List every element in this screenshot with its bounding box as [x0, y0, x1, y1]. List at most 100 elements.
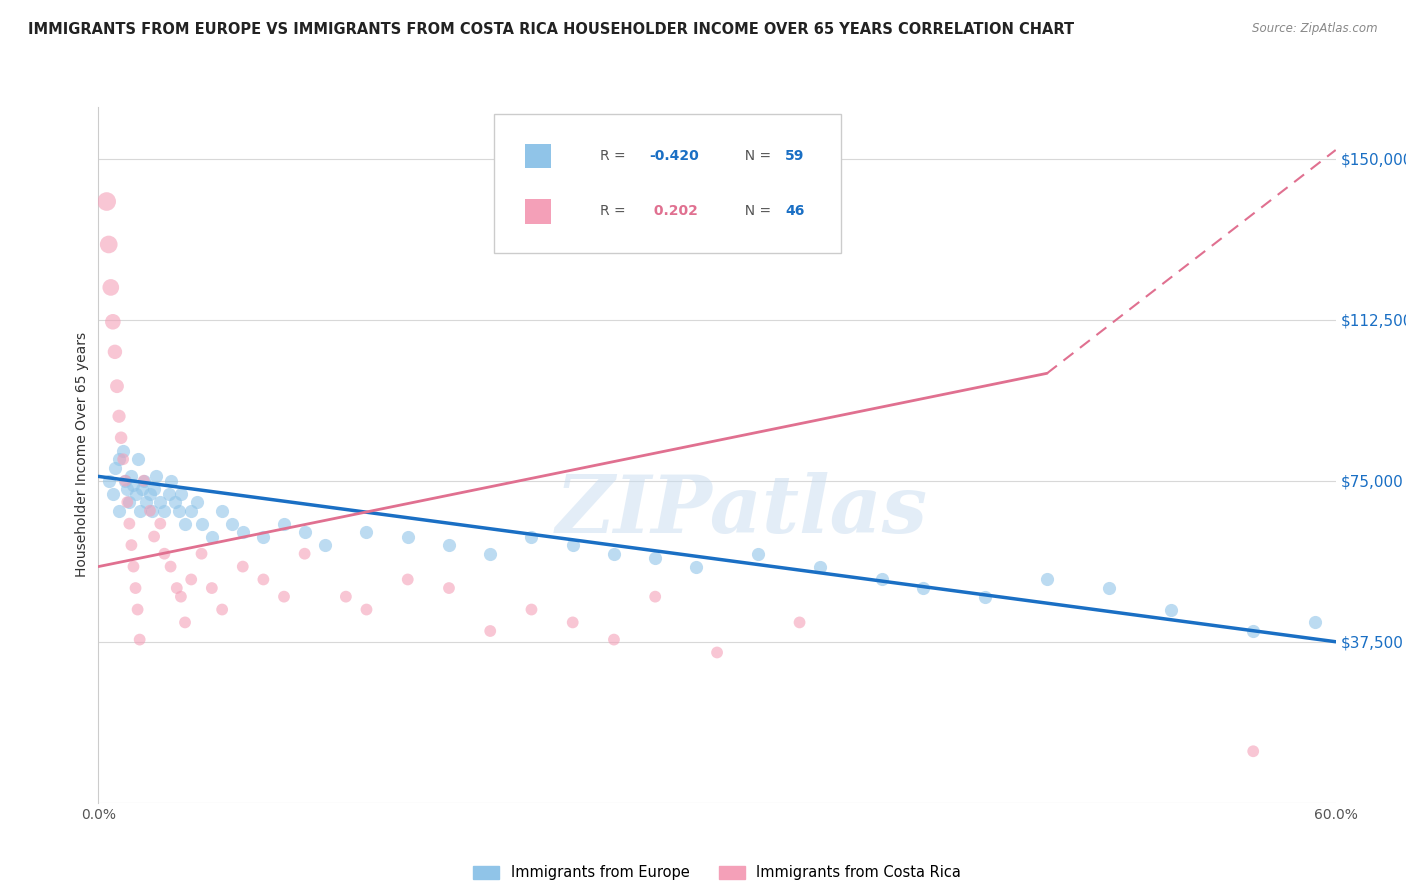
- Point: [644, 551, 666, 566]
- Point: [201, 529, 224, 543]
- Point: [644, 590, 666, 604]
- Point: [294, 525, 316, 540]
- Point: [97, 237, 120, 252]
- Point: [112, 443, 135, 458]
- Point: [96, 194, 118, 209]
- Point: [127, 602, 149, 616]
- Point: [190, 547, 212, 561]
- Point: [211, 504, 233, 518]
- Point: [252, 529, 274, 543]
- Point: [180, 504, 202, 518]
- Point: [520, 602, 543, 616]
- Point: [174, 516, 197, 531]
- Point: [124, 581, 146, 595]
- Point: [603, 547, 626, 561]
- Point: [252, 573, 274, 587]
- Point: [356, 525, 378, 540]
- Point: [232, 525, 254, 540]
- Point: [221, 516, 243, 531]
- Point: [789, 615, 811, 630]
- Point: [114, 474, 136, 488]
- Point: [232, 559, 254, 574]
- Point: [479, 624, 502, 638]
- Point: [127, 452, 149, 467]
- Point: [143, 483, 166, 497]
- Text: ZIPatlas: ZIPatlas: [555, 472, 928, 549]
- Point: [108, 452, 131, 467]
- Point: [104, 460, 127, 475]
- Legend: Immigrants from Europe, Immigrants from Costa Rica: Immigrants from Europe, Immigrants from …: [467, 859, 967, 886]
- FancyBboxPatch shape: [526, 144, 551, 168]
- Point: [101, 315, 124, 329]
- Point: [114, 474, 136, 488]
- Point: [747, 547, 769, 561]
- Point: [396, 529, 419, 543]
- Point: [706, 645, 728, 659]
- Point: [149, 516, 172, 531]
- Point: [870, 573, 893, 587]
- Point: [974, 590, 997, 604]
- Point: [143, 529, 166, 543]
- Point: [912, 581, 935, 595]
- Point: [685, 559, 707, 574]
- Text: 0.202: 0.202: [650, 204, 697, 219]
- Point: [170, 590, 193, 604]
- Point: [159, 559, 181, 574]
- Point: [118, 516, 141, 531]
- Point: [141, 504, 163, 518]
- Point: [211, 602, 233, 616]
- Point: [356, 602, 378, 616]
- Text: R =: R =: [599, 204, 630, 219]
- Text: N =: N =: [735, 149, 775, 162]
- Text: 59: 59: [785, 149, 804, 162]
- Point: [105, 379, 128, 393]
- Point: [117, 495, 139, 509]
- Point: [479, 547, 502, 561]
- Point: [122, 559, 145, 574]
- Point: [314, 538, 336, 552]
- Point: [561, 538, 583, 552]
- Point: [104, 344, 127, 359]
- Point: [603, 632, 626, 647]
- Point: [396, 573, 419, 587]
- Point: [174, 615, 197, 630]
- Point: [1241, 624, 1264, 638]
- Point: [157, 486, 180, 500]
- Text: -0.420: -0.420: [650, 149, 699, 162]
- Text: Source: ZipAtlas.com: Source: ZipAtlas.com: [1253, 22, 1378, 36]
- Point: [122, 478, 145, 492]
- Point: [166, 581, 188, 595]
- Point: [273, 516, 295, 531]
- Point: [110, 431, 132, 445]
- Point: [131, 483, 153, 497]
- Text: IMMIGRANTS FROM EUROPE VS IMMIGRANTS FROM COSTA RICA HOUSEHOLDER INCOME OVER 65 : IMMIGRANTS FROM EUROPE VS IMMIGRANTS FRO…: [28, 22, 1074, 37]
- Point: [112, 452, 135, 467]
- Point: [101, 486, 124, 500]
- Point: [159, 474, 181, 488]
- Point: [132, 474, 155, 488]
- Point: [437, 538, 460, 552]
- Point: [186, 495, 208, 509]
- Point: [108, 504, 131, 518]
- Point: [139, 486, 162, 500]
- Point: [1303, 615, 1326, 630]
- Point: [97, 474, 120, 488]
- Point: [117, 483, 139, 497]
- Point: [163, 495, 186, 509]
- Point: [120, 469, 142, 483]
- Point: [335, 590, 357, 604]
- Point: [108, 409, 131, 424]
- Point: [1098, 581, 1121, 595]
- Point: [520, 529, 543, 543]
- Point: [273, 590, 295, 604]
- Y-axis label: Householder Income Over 65 years: Householder Income Over 65 years: [76, 333, 90, 577]
- Point: [437, 581, 460, 595]
- Point: [190, 516, 212, 531]
- Point: [808, 559, 831, 574]
- Point: [180, 573, 202, 587]
- Point: [128, 504, 150, 518]
- Point: [1036, 573, 1059, 587]
- Text: R =: R =: [599, 149, 630, 162]
- FancyBboxPatch shape: [495, 114, 841, 253]
- Point: [167, 504, 190, 518]
